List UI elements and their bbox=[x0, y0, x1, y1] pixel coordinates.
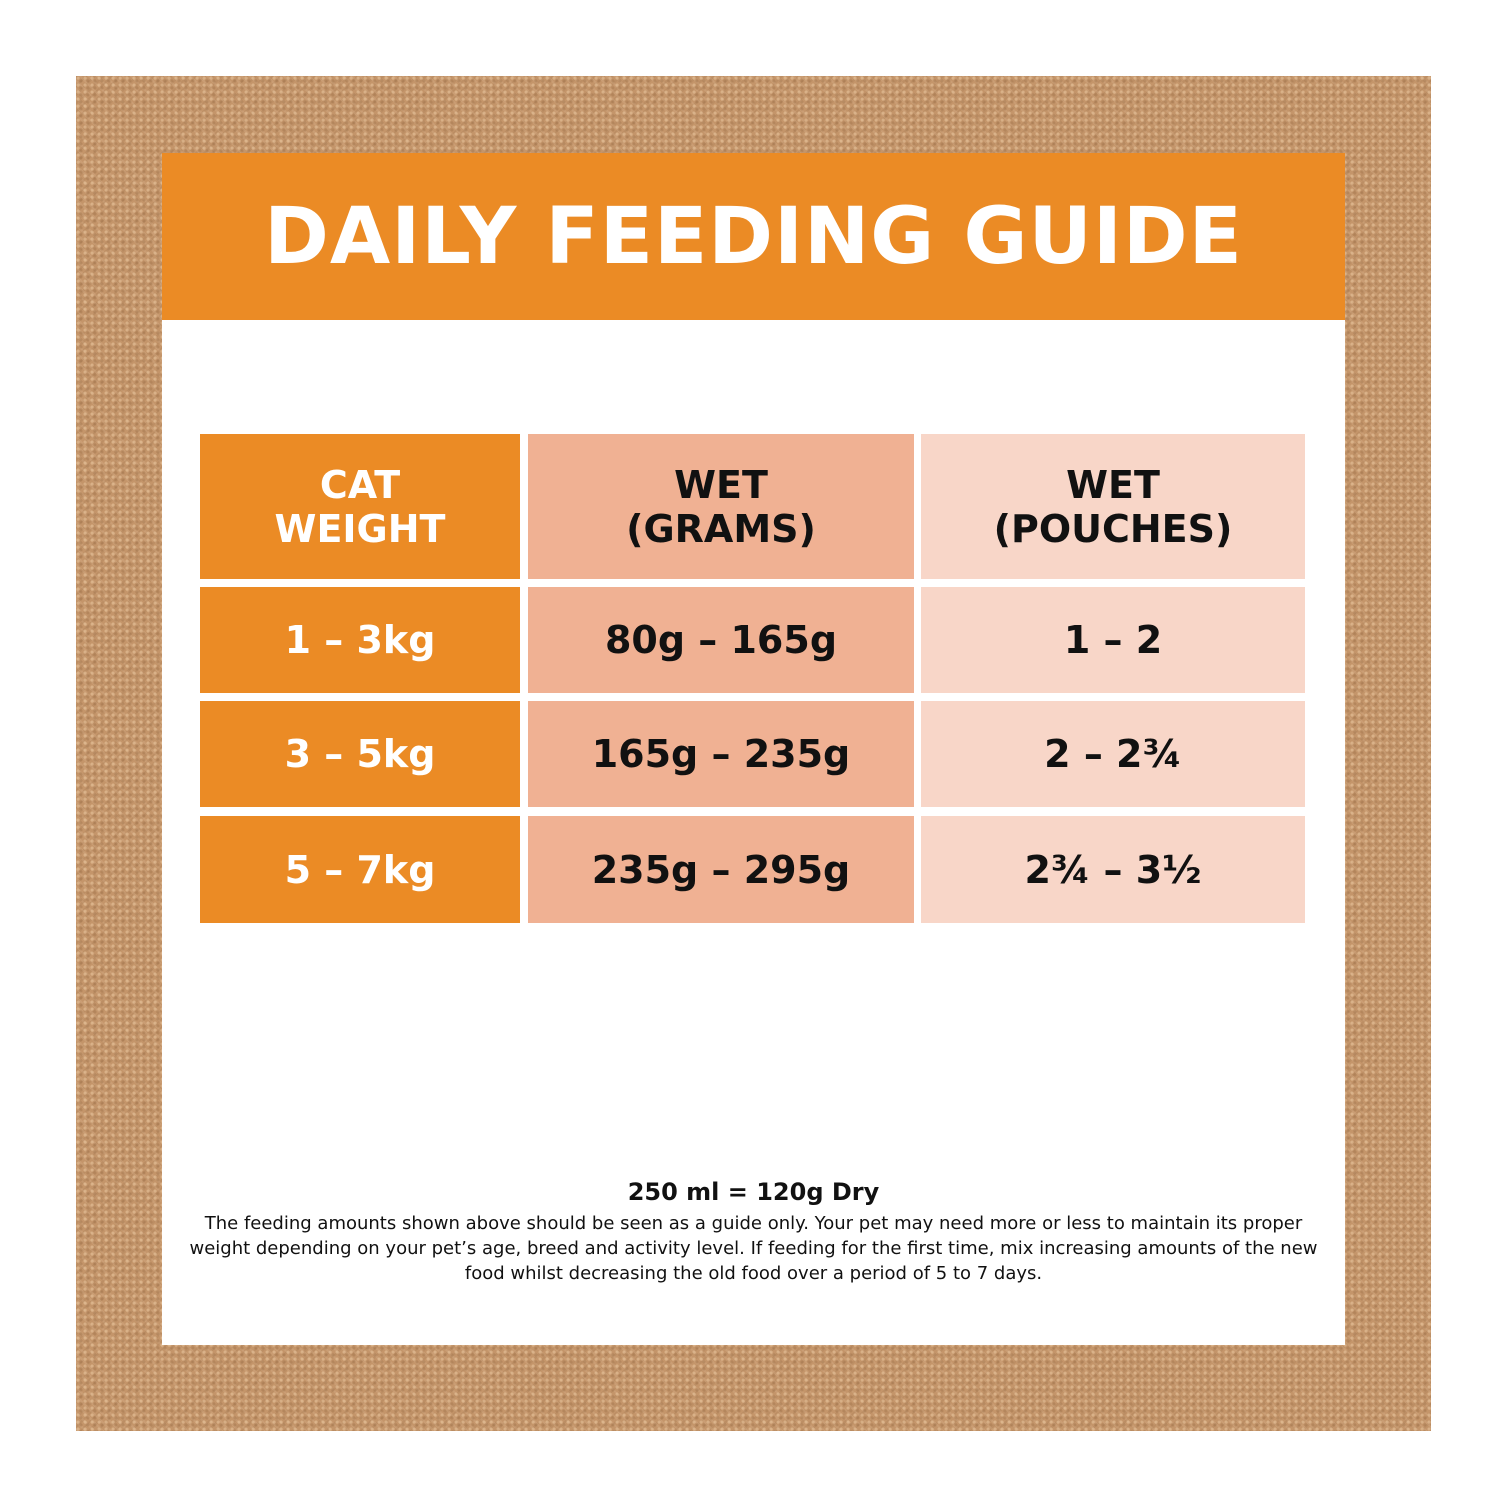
header-cat-weight-label: CAT WEIGHT bbox=[274, 462, 446, 551]
table-cell-grams: 235g – 295g bbox=[528, 816, 914, 923]
dry-measure-note: 250 ml = 120g Dry bbox=[627, 1178, 880, 1206]
cell-text: 80g – 165g bbox=[604, 618, 838, 662]
cell-text: 1 – 2 bbox=[1063, 618, 1163, 662]
title-banner: DAILY FEEDING GUIDE bbox=[162, 153, 1345, 320]
table-cell-weight: 1 – 3kg bbox=[200, 587, 520, 693]
header-cat-weight: CAT WEIGHT bbox=[200, 434, 520, 579]
table-cell-pouches: 1 – 2 bbox=[921, 587, 1305, 693]
cell-text: 2 – 2¾ bbox=[1044, 732, 1182, 776]
table-cell-weight: 5 – 7kg bbox=[200, 816, 520, 923]
table-cell-pouches: 2¾ – 3½ bbox=[921, 816, 1305, 923]
feeding-table: CAT WEIGHT WET (GRAMS) WET (POUCHES) 1 –… bbox=[200, 434, 1305, 923]
feeding-disclaimer: The feeding amounts shown above should b… bbox=[189, 1213, 1318, 1284]
cell-text: 2¾ – 3½ bbox=[1024, 847, 1202, 892]
header-wet-pouches-label: WET (POUCHES) bbox=[993, 462, 1233, 551]
cell-text: 165g – 235g bbox=[591, 732, 851, 776]
header-wet-pouches: WET (POUCHES) bbox=[921, 434, 1305, 579]
table-cell-weight: 3 – 5kg bbox=[200, 701, 520, 807]
feeding-footer: 250 ml = 120g Dry The feeding amounts sh… bbox=[182, 1175, 1325, 1286]
table-cell-grams: 80g – 165g bbox=[528, 587, 914, 693]
cell-text: 1 – 3kg bbox=[284, 618, 436, 662]
table-cell-grams: 165g – 235g bbox=[528, 701, 914, 807]
header-wet-grams: WET (GRAMS) bbox=[528, 434, 914, 579]
header-wet-grams-label: WET (GRAMS) bbox=[626, 462, 816, 551]
table-cell-pouches: 2 – 2¾ bbox=[921, 701, 1305, 807]
feeding-guide-card: DAILY FEEDING GUIDE CAT WEIGHT WET (GRAM… bbox=[162, 153, 1345, 1345]
cell-text: 5 – 7kg bbox=[284, 847, 436, 892]
cell-text: 3 – 5kg bbox=[284, 732, 436, 776]
cell-text: 235g – 295g bbox=[591, 847, 851, 892]
guide-title: DAILY FEEDING GUIDE bbox=[264, 191, 1243, 282]
